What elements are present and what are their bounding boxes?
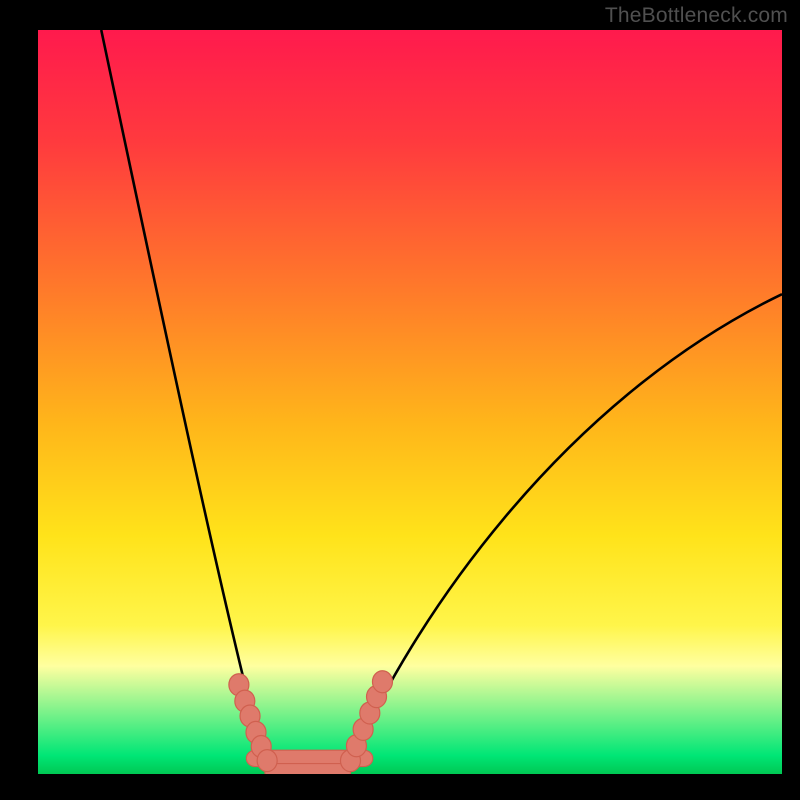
watermark-text: TheBottleneck.com xyxy=(605,4,788,28)
chart-svg xyxy=(38,30,782,774)
bottleneck-chart xyxy=(38,30,782,774)
gradient-background xyxy=(38,30,782,774)
